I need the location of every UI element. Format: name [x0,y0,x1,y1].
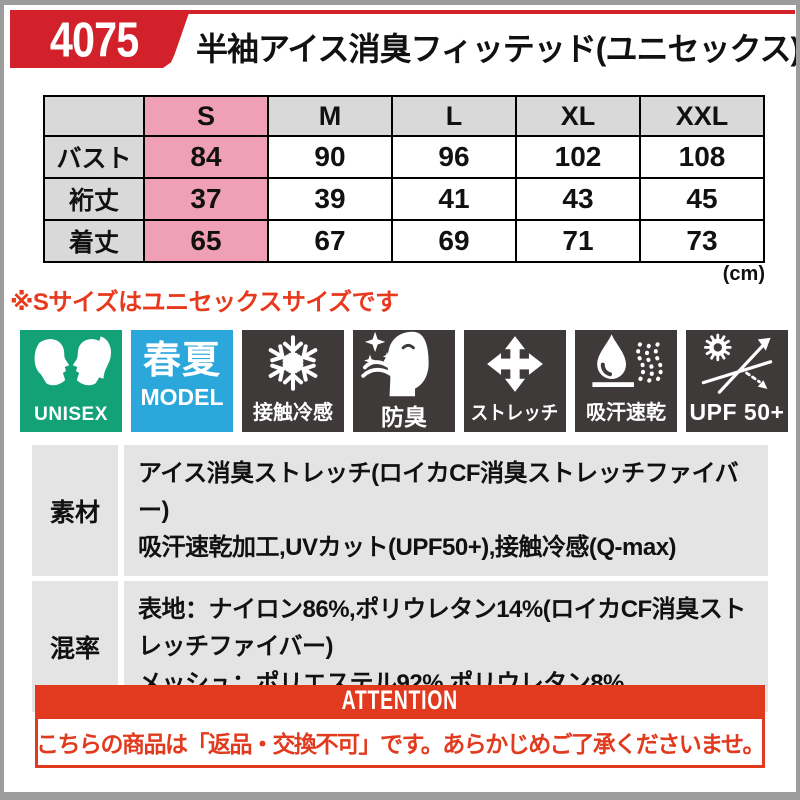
attention-banner-label: ATTENTION [341,685,459,715]
spec-label-material: 素材 [32,445,118,576]
attention-message: こちらの商品は「返品・交換不可」です。あらかじめご了承くださいませ。 [36,731,766,757]
cell-length-l: 69 [391,219,517,263]
cell-length-xl: 71 [515,219,641,263]
cell-sleeve-s: 37 [143,177,269,221]
cell-bust-m: 90 [267,135,393,179]
product-code: 4075 [49,11,139,67]
feature-cool-touch: 接触冷感 [242,330,344,432]
feature-stretch: ストレッチ [464,330,566,432]
feature-spring-summer-model: 春夏 MODEL [131,330,233,432]
spec-divider [118,445,124,576]
feature-deodorant: 防臭 [353,330,455,432]
deodorant-label: 防臭 [381,404,427,430]
cool-touch-label: 接触冷感 [253,402,333,424]
cell-bust-xl: 102 [515,135,641,179]
spec-row-material: 素材 アイス消臭ストレッチ(ロイカCF消臭ストレッチファイバー) 吸汗速乾加工,… [32,445,768,576]
spec-content-material: アイス消臭ストレッチ(ロイカCF消臭ストレッチファイバー) 吸汗速乾加工,UVカ… [124,445,768,576]
feature-unisex: UNISEX [20,330,122,432]
cell-length-m: 67 [267,219,393,263]
size-column-l: L [391,95,517,137]
upf-label: UPF 50+ [689,399,785,425]
size-note: ※Sサイズはユニセックスサイズです [10,289,399,316]
size-table: S M L XL XXL バスト 84 90 96 102 108 裄丈 37 … [43,95,765,263]
attention-banner: ATTENTION [35,685,765,716]
attention-message-box: こちらの商品は「返品・交換不可」です。あらかじめご了承くださいませ。 [35,716,766,768]
unisex-icon [20,330,122,404]
uv-protection-icon [686,330,788,399]
snowflake-icon [242,330,344,396]
moisture-wicking-label: 吸汗速乾 [586,402,666,424]
size-column-xxl: XXL [639,95,765,137]
cell-length-xxl: 73 [639,219,765,263]
product-code-badge: 4075 [10,10,190,68]
unit-note: (cm) [722,263,765,285]
feature-upf: UPF 50+ [686,330,788,432]
header-accent-line [10,10,795,14]
stretch-label: ストレッチ [471,403,559,424]
size-table-header-row: S M L XL XXL [43,95,765,137]
table-row-bust: バスト 84 90 96 102 108 [43,135,765,179]
cell-sleeve-m: 39 [267,177,393,221]
size-column-s: S [143,95,269,137]
table-row-sleeve: 裄丈 37 39 41 43 45 [43,177,765,221]
model-label: MODEL [140,384,224,410]
cell-bust-s: 84 [143,135,269,179]
unisex-label: UNISEX [34,404,108,425]
page-title: 半袖アイス消臭フィッテッド(ユニセックス) [196,31,800,67]
spec-divider [118,581,124,712]
deodorant-icon [353,330,455,398]
row-label: 着丈 [43,219,145,263]
cell-sleeve-xxl: 45 [639,177,765,221]
cell-bust-l: 96 [391,135,517,179]
size-column-xl: XL [515,95,641,137]
size-table-corner-cell [43,95,145,137]
material-line-2: 吸汗速乾加工,UVカット(UPF50+),接触冷感(Q-max) [138,534,677,561]
cell-sleeve-l: 41 [391,177,517,221]
row-label: バスト [43,135,145,179]
cell-length-s: 65 [143,219,269,263]
spring-summer-label: 春夏 [142,340,221,382]
cell-sleeve-xl: 43 [515,177,641,221]
feature-icons-row: UNISEX 春夏 MODEL [20,330,788,432]
size-column-m: M [267,95,393,137]
spec-table: 素材 アイス消臭ストレッチ(ロイカCF消臭ストレッチファイバー) 吸汗速乾加工,… [32,445,768,717]
row-label: 裄丈 [43,177,145,221]
material-line-1: アイス消臭ストレッチ(ロイカCF消臭ストレッチファイバー) [138,460,739,524]
blend-line-1: 表地：ナイロン86%,ポリウレタン14%(ロイカCF消臭ストレッチファイバー) [138,596,746,660]
feature-moisture-wicking: 吸汗速乾 [575,330,677,432]
table-row-length: 着丈 65 67 69 71 73 [43,219,765,263]
droplet-icon [575,330,677,396]
stretch-arrows-icon [464,330,566,398]
cell-bust-xxl: 108 [639,135,765,179]
